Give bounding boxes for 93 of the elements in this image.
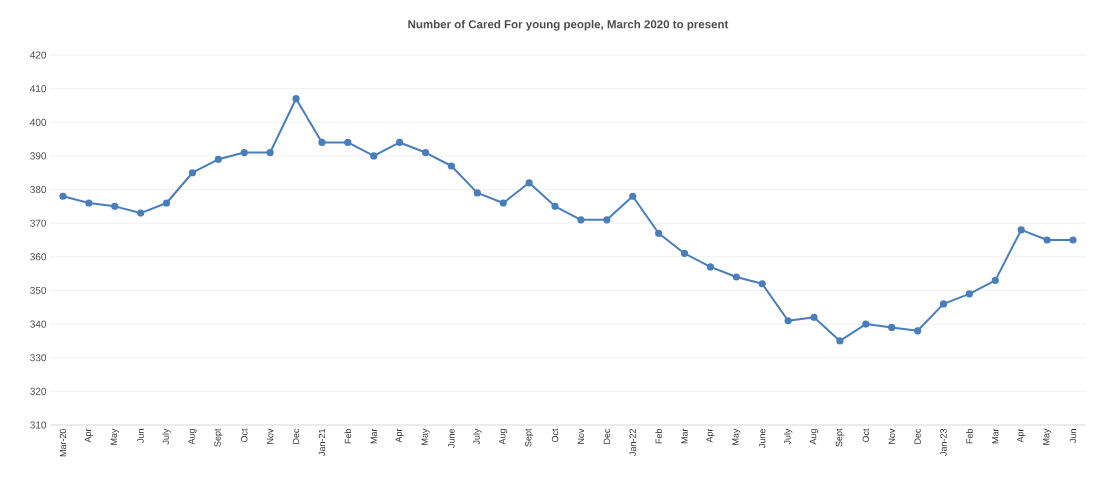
- point: [888, 323, 896, 332]
- x-tick-label: June: [759, 428, 766, 448]
- point: [706, 263, 715, 271]
- x-tick-label: Sept: [835, 428, 844, 447]
- point: [732, 273, 740, 281]
- point: [396, 138, 404, 147]
- y-tick-label: 310: [30, 421, 47, 429]
- point: [991, 276, 999, 284]
- point: [655, 229, 663, 237]
- point: [111, 202, 119, 210]
- x-tick-label: Mar: [370, 428, 377, 444]
- point: [862, 320, 870, 328]
- x-tick-label: Oct: [862, 428, 870, 443]
- x-tick-label: Nov: [888, 428, 895, 444]
- x-tick-label: Feb: [966, 428, 973, 444]
- point: [266, 148, 274, 157]
- x-tick-label: Oct: [241, 428, 248, 443]
- x-tick-label: Jan-21: [318, 428, 326, 456]
- y-tick-label: 360: [30, 253, 47, 261]
- y-tick-label: 330: [30, 354, 47, 362]
- x-tick-label: May: [110, 428, 119, 445]
- y-tick-label: 390: [30, 152, 47, 160]
- point: [1069, 236, 1077, 244]
- point: [318, 138, 326, 147]
- y-tick-label: 350: [30, 286, 47, 294]
- x-tick-label: Jan-22: [629, 428, 636, 456]
- point: [603, 216, 611, 224]
- point: [1017, 226, 1025, 234]
- x-tick-label: Apr: [1017, 428, 1026, 443]
- y-tick-label: 320: [30, 387, 47, 395]
- x-tick-label: Dec: [292, 428, 300, 444]
- x-tick-label: Feb: [344, 428, 352, 444]
- y-tick-label: 380: [30, 186, 47, 194]
- point: [137, 209, 145, 217]
- point: [577, 216, 585, 224]
- point: [939, 300, 948, 308]
- point: [758, 280, 766, 288]
- point: [499, 199, 507, 207]
- x-tick-label: Jan-23: [940, 428, 947, 456]
- x-tick-label: May: [1043, 428, 1052, 445]
- point: [214, 155, 222, 163]
- point: [85, 199, 93, 207]
- x-tick-label: Feb: [655, 428, 662, 444]
- x-tick-label: Jun: [137, 429, 144, 443]
- x-tick-label: Apr: [395, 428, 404, 443]
- x-tick-label: Sept: [214, 428, 223, 447]
- x-tick-label: Apr: [84, 428, 93, 443]
- point: [473, 189, 481, 197]
- x-tick-label: Apr: [706, 428, 715, 443]
- point: [162, 199, 171, 207]
- x-tick-label: Nov: [267, 428, 274, 444]
- x-tick-label: Jun: [1069, 429, 1077, 443]
- x-tick-label: Mar-20: [59, 428, 67, 457]
- x-tick-label: July: [783, 428, 793, 445]
- y-tick-label: 400: [30, 118, 47, 126]
- x-tick-label: Mar: [681, 428, 688, 444]
- x-tick-label: May: [732, 428, 741, 445]
- point: [188, 169, 197, 177]
- x-tick-label: Mar: [992, 428, 999, 444]
- point: [370, 152, 378, 160]
- x-tick-label: Aug: [809, 429, 819, 445]
- point: [525, 179, 533, 187]
- point: [836, 337, 844, 345]
- x-tick-label: Dec: [914, 428, 921, 444]
- point: [810, 313, 818, 321]
- point: [965, 290, 974, 298]
- point: [629, 192, 637, 200]
- x-tick-label: June: [448, 428, 455, 448]
- point: [447, 162, 456, 170]
- point: [784, 317, 792, 325]
- x-tick-label: July: [162, 428, 171, 445]
- x-tick-label: Oct: [551, 428, 559, 443]
- point: [680, 249, 689, 258]
- point: [344, 138, 352, 147]
- point: [551, 202, 559, 210]
- y-tick-label: 340: [30, 320, 47, 328]
- point: [914, 327, 922, 335]
- y-tick-label: 410: [30, 85, 47, 93]
- point: [292, 95, 300, 103]
- x-tick-label: Aug: [188, 429, 197, 445]
- y-tick-label: 420: [30, 51, 47, 59]
- chart-title: Number of Cared For young people, March 2020 to present: [408, 19, 729, 31]
- x-tick-label: Sept: [525, 428, 534, 447]
- x-tick-label: July: [473, 428, 482, 445]
- y-tick-label: 370: [30, 219, 47, 227]
- point: [59, 192, 67, 200]
- point: [240, 148, 248, 157]
- point: [421, 148, 430, 157]
- x-tick-label: Nov: [577, 428, 585, 444]
- x-tick-label: May: [421, 428, 430, 445]
- x-tick-label: Aug: [499, 429, 508, 445]
- point: [1043, 236, 1051, 244]
- x-tick-label: Dec: [603, 428, 610, 444]
